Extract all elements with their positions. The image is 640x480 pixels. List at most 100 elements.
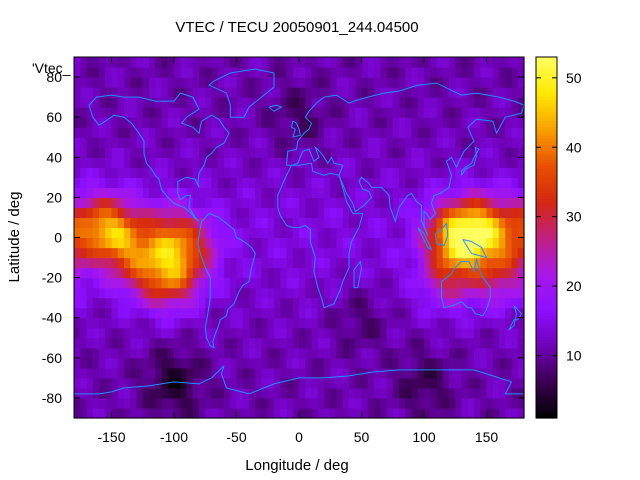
heatmap-cell — [224, 127, 231, 138]
heatmap-cell — [99, 357, 106, 369]
heatmap-cell — [292, 287, 300, 299]
heatmap-cell — [186, 87, 194, 98]
heatmap-cell — [449, 407, 456, 419]
heatmap-cell — [280, 167, 288, 178]
heatmap-cell — [311, 307, 319, 319]
heatmap-cell — [99, 177, 106, 188]
heatmap-cell — [186, 387, 194, 399]
heatmap-cell — [199, 297, 206, 309]
heatmap-cell — [349, 57, 356, 68]
heatmap-cell — [217, 257, 225, 269]
heatmap-cell — [499, 217, 506, 229]
heatmap-cell — [342, 237, 350, 249]
heatmap-cell — [399, 67, 406, 78]
heatmap-cell — [374, 227, 381, 239]
heatmap-cell — [324, 407, 331, 419]
heatmap-cell — [417, 177, 425, 188]
heatmap-cell — [124, 187, 131, 198]
heatmap-cell — [436, 107, 444, 118]
heatmap-cell — [486, 367, 494, 379]
heatmap-cell — [411, 317, 419, 329]
heatmap-cell — [274, 167, 281, 178]
heatmap-cell — [455, 87, 463, 98]
heatmap-cell — [211, 257, 219, 269]
heatmap-cell — [392, 127, 400, 138]
heatmap-cell — [392, 277, 400, 289]
heatmap-cell — [399, 407, 406, 419]
heatmap-cell — [205, 267, 213, 279]
heatmap-cell — [442, 87, 450, 98]
heatmap-cell — [280, 67, 288, 78]
heatmap-cell — [280, 367, 288, 379]
heatmap-cell — [155, 277, 163, 289]
colorbar-swatch — [536, 309, 557, 314]
heatmap-cell — [124, 307, 131, 319]
heatmap-cell — [311, 317, 319, 329]
heatmap-cell — [105, 87, 113, 98]
heatmap-cell — [142, 127, 150, 138]
heatmap-cell — [217, 347, 225, 359]
heatmap-cell — [261, 317, 269, 329]
heatmap-cell — [186, 177, 194, 188]
heatmap-cell — [399, 247, 406, 259]
heatmap-cell — [180, 237, 188, 249]
heatmap-cell — [417, 297, 425, 309]
heatmap-cell — [505, 57, 513, 68]
heatmap-cell — [299, 107, 306, 118]
heatmap-cell — [230, 127, 238, 138]
heatmap-cell — [436, 347, 444, 359]
heatmap-cell — [174, 257, 181, 269]
heatmap-cell — [130, 137, 138, 148]
heatmap-cell — [405, 387, 413, 399]
heatmap-cell — [224, 357, 231, 369]
heatmap-cell — [236, 127, 244, 138]
heatmap-cell — [249, 217, 256, 229]
heatmap-cell — [392, 267, 400, 279]
heatmap-cell — [255, 347, 263, 359]
colorbar-swatch — [536, 252, 557, 257]
heatmap-cell — [330, 367, 338, 379]
heatmap-cell — [217, 157, 225, 168]
heatmap-cell — [317, 407, 325, 419]
heatmap-cell — [355, 337, 363, 349]
heatmap-cell — [461, 117, 469, 128]
heatmap-cell — [92, 227, 100, 239]
heatmap-cell — [392, 157, 400, 168]
heatmap-cell — [424, 257, 431, 269]
heatmap-cell — [130, 207, 138, 219]
heatmap-cell — [455, 267, 463, 279]
heatmap-cell — [405, 377, 413, 389]
colorbar-swatch — [536, 270, 557, 275]
heatmap-cell — [330, 207, 338, 219]
heatmap-cell — [392, 107, 400, 118]
heatmap-cell — [274, 77, 281, 88]
heatmap-cell — [192, 87, 200, 98]
heatmap-cell — [442, 277, 450, 289]
heatmap-cell — [380, 177, 388, 188]
heatmap-cell — [92, 277, 100, 289]
heatmap-cell — [155, 377, 163, 389]
heatmap-cell — [199, 77, 206, 88]
heatmap-cell — [330, 337, 338, 349]
heatmap-cell — [217, 277, 225, 289]
heatmap-cell — [211, 237, 219, 249]
heatmap-cell — [505, 267, 513, 279]
heatmap-cell — [174, 97, 181, 108]
heatmap-cell — [80, 337, 88, 349]
heatmap-cell — [105, 397, 113, 409]
heatmap-cell — [149, 87, 156, 98]
heatmap-cell — [317, 297, 325, 309]
colorbar-swatch — [536, 168, 557, 172]
heatmap-cell — [224, 217, 231, 229]
colorbar-swatch — [536, 321, 557, 326]
heatmap-cell — [161, 87, 169, 98]
heatmap-cell — [424, 117, 431, 128]
heatmap-cell — [92, 387, 100, 399]
heatmap-cell — [349, 177, 356, 188]
heatmap-cell — [142, 267, 150, 279]
heatmap-cell — [511, 57, 519, 68]
heatmap-cell — [349, 87, 356, 98]
heatmap-cell — [499, 77, 506, 88]
heatmap-cell — [199, 107, 206, 118]
heatmap-cell — [386, 167, 394, 178]
